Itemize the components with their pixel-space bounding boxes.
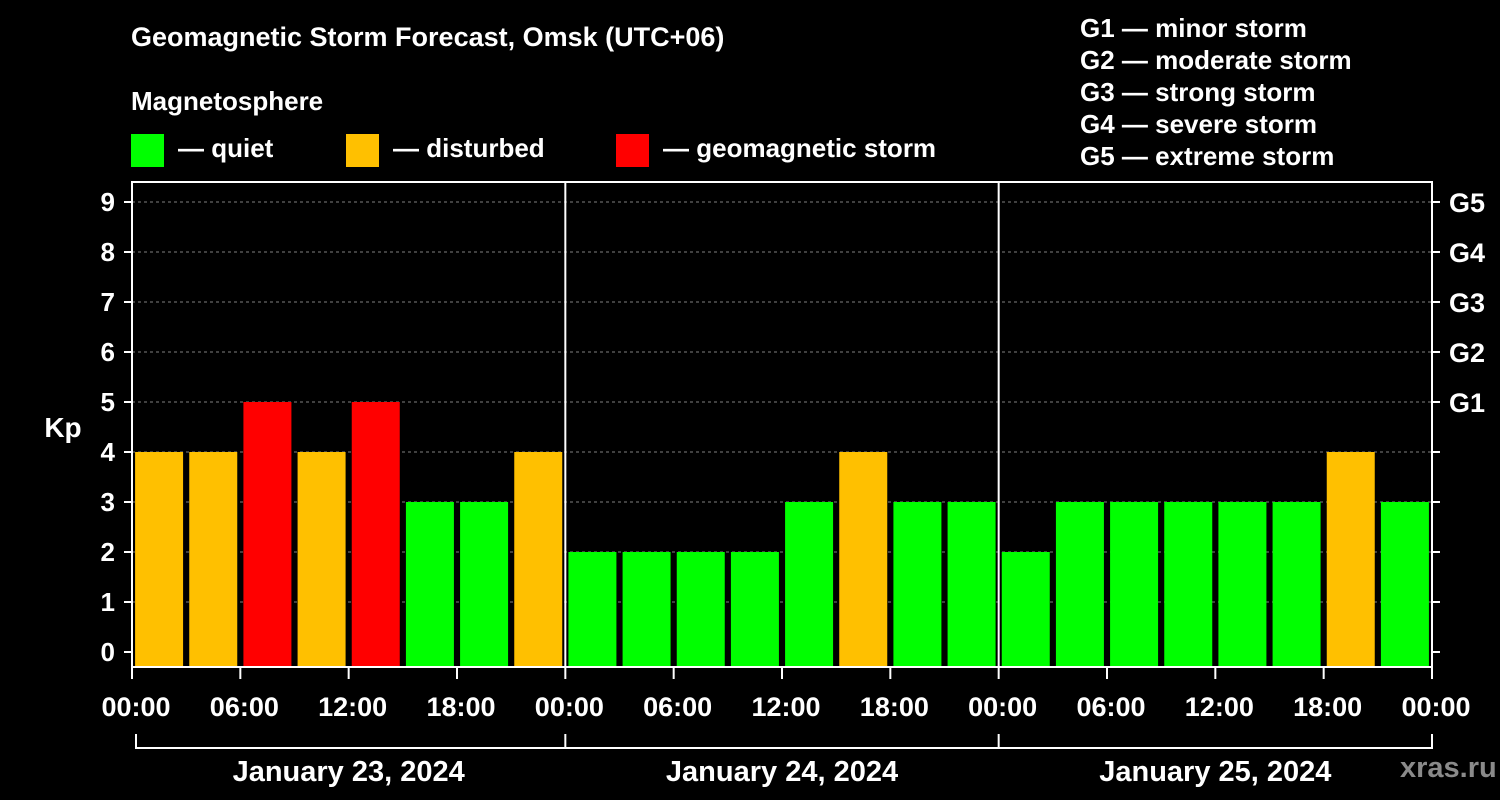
legend-label-storm: — geomagnetic storm (663, 132, 937, 163)
day-label: January 25, 2024 (1099, 756, 1331, 788)
legend: — quiet — disturbed — geomagnetic storm (0, 133, 1000, 173)
x-tick-label: 00:00 (101, 692, 170, 722)
storm-level-tick-label: G3 (1449, 288, 1485, 318)
x-tick-label: 12:00 (751, 692, 820, 722)
kp-bar (1326, 452, 1375, 667)
legend-swatch-disturbed (346, 133, 379, 167)
kp-bar (622, 552, 671, 667)
legend-item-disturbed: — disturbed (346, 133, 545, 167)
x-tick-label: 18:00 (860, 692, 929, 722)
x-tick-label: 06:00 (210, 692, 279, 722)
kp-bar (1055, 502, 1104, 667)
y-tick-label: 1 (101, 587, 115, 617)
x-tick-label: 06:00 (1076, 692, 1145, 722)
chart-title: Geomagnetic Storm Forecast, Omsk (UTC+06… (131, 22, 725, 52)
legend-swatch-storm (616, 133, 649, 167)
y-tick-label: 6 (101, 337, 115, 367)
y-tick-label: 0 (101, 637, 115, 667)
y-tick-label: 3 (101, 487, 115, 517)
x-tick-label: 18:00 (426, 692, 495, 722)
storm-level-tick-label: G4 (1449, 238, 1485, 268)
y-axis-label: Kp (44, 412, 81, 443)
kp-bar (893, 502, 942, 667)
kp-bar (1218, 502, 1267, 667)
watermark: xras.ru (1400, 752, 1497, 784)
storm-level-g2: G2 — moderate storm (1080, 45, 1352, 75)
kp-bar (189, 452, 238, 667)
x-tick-label: 12:00 (1185, 692, 1254, 722)
legend-label-disturbed: — disturbed (393, 132, 545, 163)
x-tick-label: 18:00 (1293, 692, 1362, 722)
y-tick-label: 7 (101, 287, 115, 317)
day-label: January 23, 2024 (233, 756, 465, 788)
storm-level-g1: G1 — minor storm (1080, 13, 1307, 43)
x-tick-label: 00:00 (535, 692, 604, 722)
kp-bar (730, 552, 779, 667)
kp-bar (135, 452, 184, 667)
kp-bar (243, 402, 292, 667)
storm-level-g5: G5 — extreme storm (1080, 141, 1335, 171)
x-tick-label: 00:00 (968, 692, 1037, 722)
storm-level-tick-label: G2 (1449, 338, 1485, 368)
kp-bar (1272, 502, 1321, 667)
y-tick-label: 2 (101, 537, 115, 567)
x-tick-label: 12:00 (318, 692, 387, 722)
x-tick-label: 06:00 (643, 692, 712, 722)
kp-bar (568, 552, 617, 667)
storm-level-legend: G1 — minor storm G2 — moderate storm G3 … (1080, 12, 1352, 172)
kp-bar (1380, 502, 1429, 667)
kp-bar (514, 452, 563, 667)
y-tick-label: 8 (101, 237, 115, 267)
legend-heading: Magnetosphere (131, 86, 324, 116)
x-tick-label: 00:00 (1401, 692, 1470, 722)
legend-item-storm: — geomagnetic storm (616, 133, 936, 167)
day-label: January 24, 2024 (666, 756, 898, 788)
storm-level-tick-label: G5 (1449, 188, 1485, 218)
kp-bar (785, 502, 834, 667)
legend-item-quiet: — quiet (131, 133, 273, 167)
kp-bar (460, 502, 509, 667)
y-tick-label: 4 (101, 437, 116, 467)
legend-swatch-quiet (131, 133, 164, 167)
kp-bar (1001, 552, 1050, 667)
storm-level-g4: G4 — severe storm (1080, 109, 1318, 139)
kp-bar (676, 552, 725, 667)
y-tick-label: 9 (101, 187, 115, 217)
legend-label-quiet: — quiet (178, 132, 274, 163)
kp-bar (1110, 502, 1159, 667)
kp-bar (405, 502, 454, 667)
kp-bar (839, 452, 888, 667)
kp-bar (351, 402, 400, 667)
storm-level-tick-label: G1 (1449, 388, 1485, 418)
storm-level-g3: G3 — strong storm (1080, 77, 1316, 107)
kp-bar (297, 452, 346, 667)
y-tick-label: 5 (101, 387, 115, 417)
kp-bar (1164, 502, 1213, 667)
kp-bar (947, 502, 996, 667)
